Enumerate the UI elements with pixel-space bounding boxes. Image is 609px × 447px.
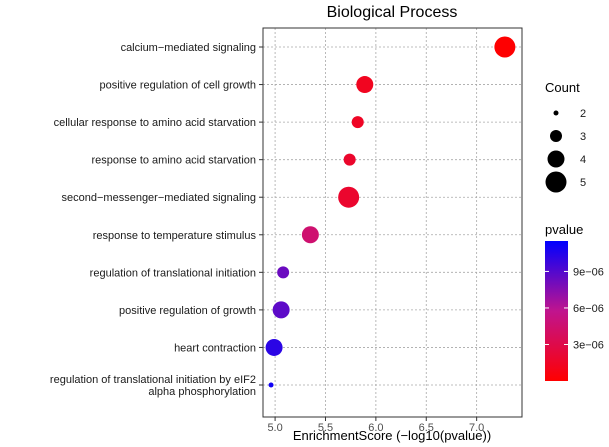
y-tick-label: cellular response to amino acid starvati… — [54, 117, 256, 129]
y-tick-label: regulation of translational initiation — [90, 267, 256, 279]
data-point — [277, 266, 290, 279]
color-legend-title: pvalue — [545, 222, 583, 237]
size-legend-label: 5 — [580, 177, 586, 189]
data-points — [265, 36, 516, 388]
plot-panel — [262, 27, 523, 418]
size-legend-symbol — [553, 110, 559, 116]
color-legend-gradient-bar — [545, 241, 568, 381]
x-tick-label: 5.5 — [318, 422, 333, 434]
size-legend-label: 2 — [580, 108, 586, 120]
x-tick-label: 6.5 — [419, 422, 434, 434]
data-point — [301, 226, 319, 244]
color-legend: pvalue 3e−06 6e−06 9e−06 — [545, 222, 604, 381]
x-axis-title: EnrichmentScore (−log10(pvalue)) — [293, 428, 491, 443]
grid-layer — [263, 28, 522, 417]
data-point — [272, 301, 290, 319]
y-tick-label: positive regulation of cell growth — [99, 80, 256, 92]
size-legend-label: 4 — [580, 154, 586, 166]
size-legend-symbol — [550, 130, 562, 142]
data-point — [356, 76, 374, 94]
size-legend: Count 2 3 4 5 — [545, 80, 586, 193]
x-tick-label: 5.0 — [267, 422, 282, 434]
y-tick-label: heart contraction — [174, 342, 256, 354]
x-tick-label: 7.0 — [469, 422, 484, 434]
y-tick-label: regulation of translational initiation b… — [50, 374, 256, 398]
data-point — [351, 116, 364, 129]
y-tick-label: response to temperature stimulus — [93, 230, 257, 242]
data-point — [265, 338, 283, 356]
y-tick-label: second−messenger−mediated signaling — [62, 192, 256, 204]
y-tick-label: calcium−mediated signaling — [121, 42, 256, 54]
size-legend-symbol — [547, 150, 565, 168]
y-axis-labels: calcium−mediated signaling positive regul… — [50, 42, 263, 398]
color-legend-label: 6e−06 — [573, 303, 604, 315]
x-axis-ticks: 5.0 5.5 6.0 6.5 7.0 — [267, 417, 484, 434]
data-point — [343, 153, 356, 166]
size-legend-symbol — [545, 171, 567, 193]
data-point — [494, 36, 516, 58]
color-legend-label: 3e−06 — [573, 339, 604, 351]
y-tick-label: positive regulation of growth — [119, 305, 256, 317]
size-legend-title: Count — [545, 80, 580, 95]
color-legend-label: 9e−06 — [573, 266, 604, 278]
size-legend-label: 3 — [580, 131, 586, 143]
chart-title: Biological Process — [327, 4, 458, 21]
x-tick-label: 6.0 — [368, 422, 383, 434]
y-tick-label: response to amino acid starvation — [92, 155, 256, 167]
data-point — [268, 382, 274, 388]
data-point — [338, 186, 360, 208]
